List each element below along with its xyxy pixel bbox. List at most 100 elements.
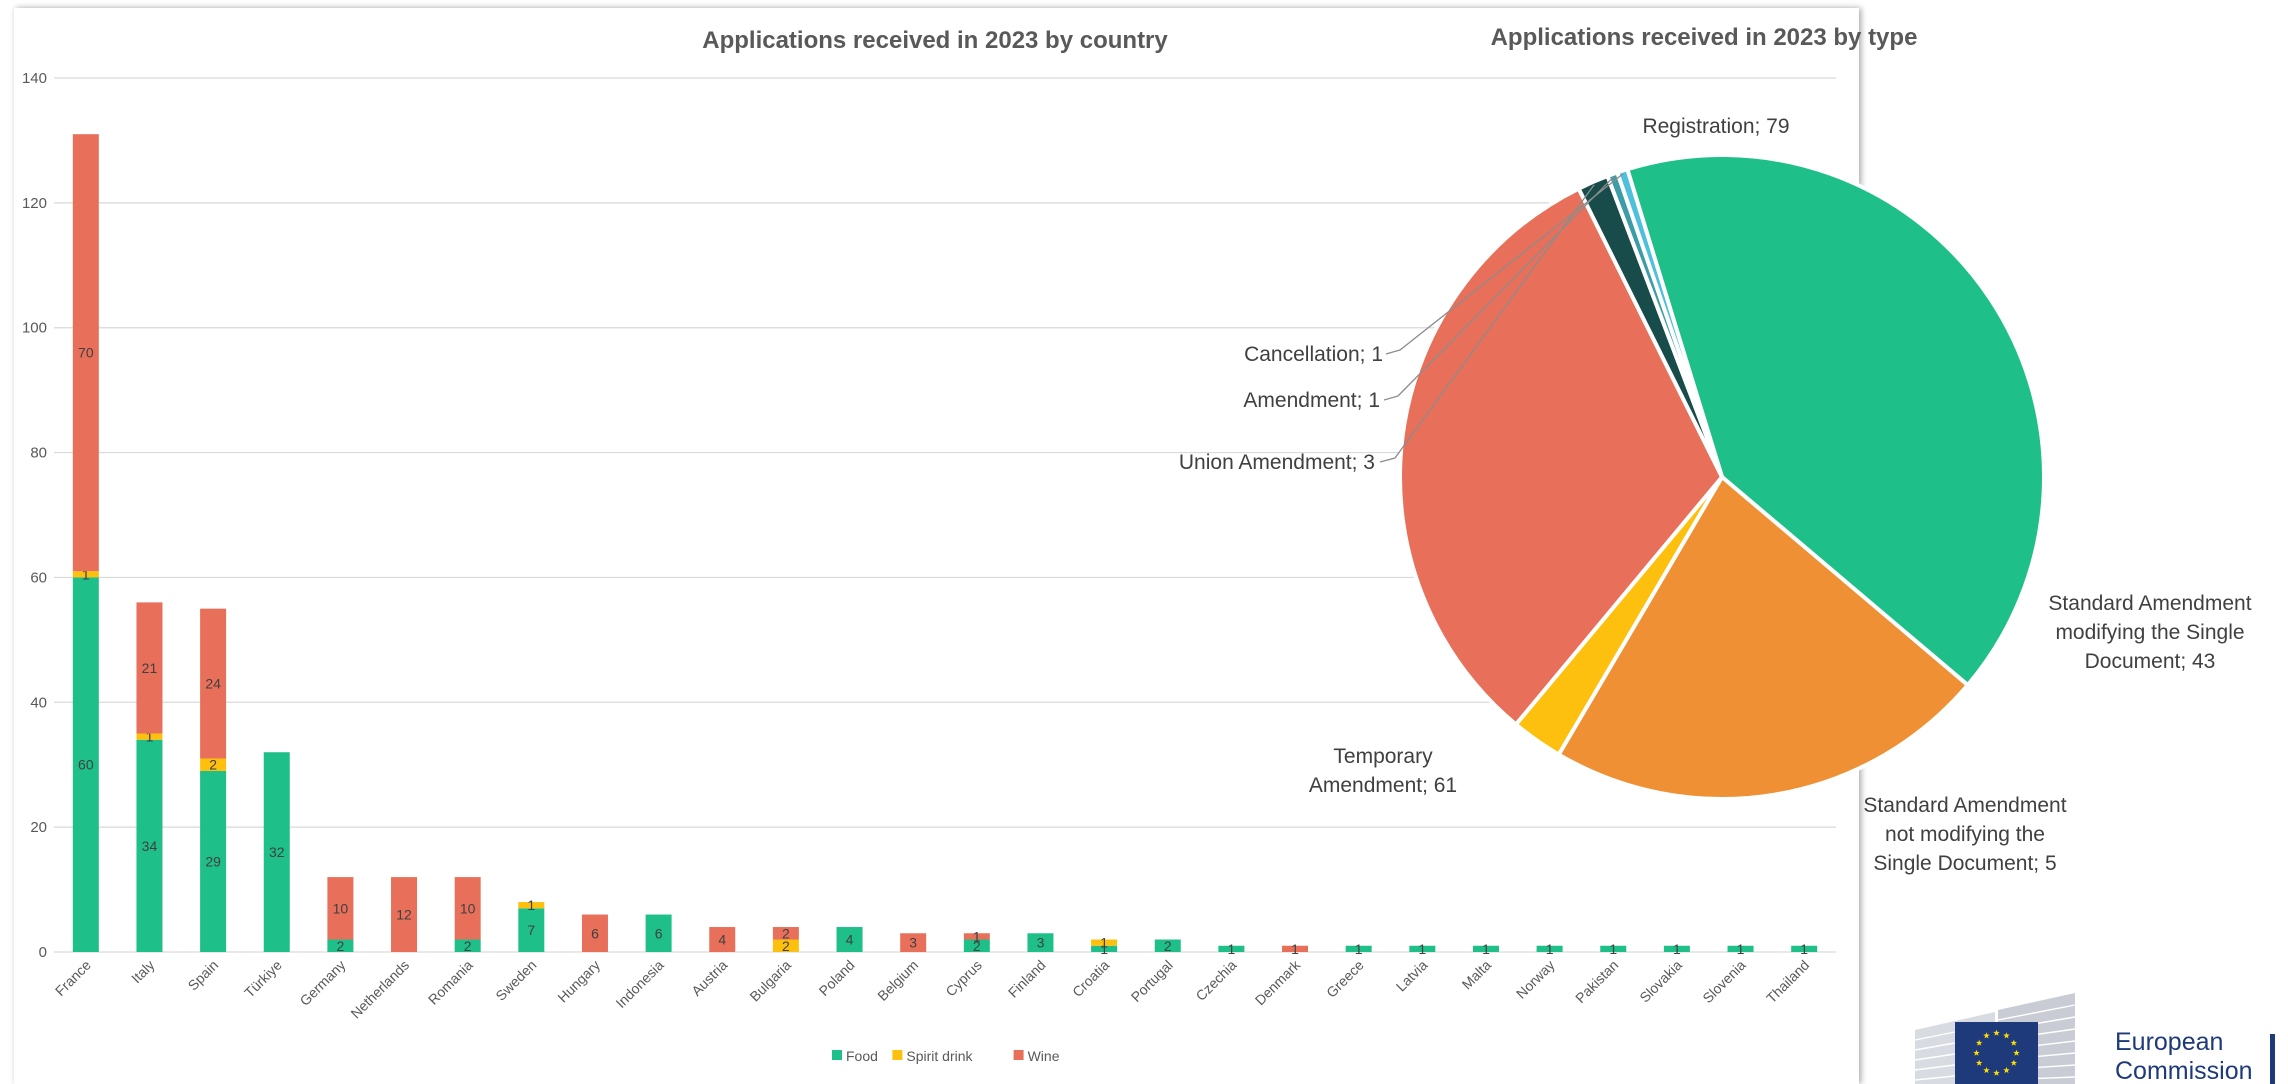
- data-label: 29: [205, 853, 221, 869]
- bar-segment: [1027, 933, 1054, 952]
- data-label: 6: [591, 925, 599, 941]
- star-icon: [1975, 1059, 1983, 1066]
- bar-segment: [581, 914, 608, 952]
- data-label: 1: [82, 566, 90, 582]
- data-label: 1: [1100, 941, 1108, 957]
- bar-segment: [1536, 945, 1563, 952]
- bar-segment: [136, 733, 163, 740]
- data-label: 2: [973, 938, 981, 954]
- bar-chart-title: Applications received in 2023 by country: [702, 27, 1168, 54]
- pie-chart-title: Applications received in 2023 by type: [1491, 24, 1918, 51]
- bar-segment: [1091, 945, 1118, 952]
- bar-segment: [72, 134, 99, 572]
- data-label: 1: [1100, 935, 1108, 951]
- data-label: 1: [1800, 941, 1808, 957]
- bar-segment: [200, 770, 227, 952]
- bar-segment: [1727, 945, 1754, 952]
- star-icon: [1973, 1049, 1980, 1056]
- bar-segment: [1791, 945, 1818, 952]
- pie-slice-label: not modifying the: [1885, 823, 2045, 846]
- y-tick-label: 100: [22, 320, 47, 337]
- pie-slice-label: Cancellation; 1: [1244, 343, 1383, 366]
- data-label: 70: [78, 345, 94, 361]
- bar-segment: [772, 927, 799, 940]
- data-label: 1: [1673, 941, 1681, 957]
- star-icon: [2010, 1039, 2018, 1046]
- legend-label: Food: [846, 1048, 878, 1064]
- y-tick-label: 60: [30, 569, 47, 586]
- data-label: 7: [527, 922, 535, 938]
- data-label: 1: [146, 729, 154, 745]
- bar-segment: [963, 939, 990, 952]
- data-label: 21: [142, 660, 158, 676]
- bar-segment: [645, 914, 672, 952]
- data-label: 1: [1227, 941, 1235, 957]
- y-tick-label: 40: [30, 694, 47, 711]
- data-label: 3: [909, 935, 917, 951]
- bar-segment: [1663, 945, 1690, 952]
- data-label: 2: [209, 757, 217, 773]
- bar-segment: [263, 752, 290, 952]
- bar-segment: [454, 877, 481, 940]
- logo-text-line2: Commission: [2115, 1057, 2253, 1084]
- y-tick-label: 20: [30, 819, 47, 836]
- data-label: 2: [782, 938, 790, 954]
- bar-segment: [709, 927, 736, 952]
- pie-slice-label: Amendment; 1: [1243, 389, 1380, 412]
- star-icon: [1993, 1069, 2000, 1076]
- bar-segment: [391, 877, 418, 952]
- pie-slice-label: Temporary: [1333, 745, 1433, 768]
- data-label: 1: [973, 928, 981, 944]
- data-label: 6: [655, 925, 663, 941]
- star-icon: [1983, 1032, 1990, 1039]
- star-icon: [1983, 1066, 1990, 1074]
- data-label: 2: [336, 938, 344, 954]
- pie-slice-label: Amendment; 61: [1309, 774, 1457, 797]
- bar-segment: [200, 758, 227, 771]
- y-tick-label: 0: [39, 944, 47, 961]
- european-commission-logo: European Commission: [1914, 993, 2275, 1084]
- logo-text-line1: European: [2115, 1028, 2223, 1056]
- data-label: 24: [205, 676, 221, 692]
- data-label: 12: [396, 907, 412, 923]
- data-label: 4: [846, 932, 854, 948]
- data-label: 1: [1355, 941, 1363, 957]
- pie-slice-label: Registration; 79: [1642, 115, 1789, 138]
- pie-slice-label: Document; 43: [2085, 650, 2216, 673]
- data-label: 2: [1164, 938, 1172, 954]
- bar-segment: [200, 608, 227, 759]
- bar-segment: [136, 739, 163, 952]
- star-icon: [2013, 1049, 2020, 1056]
- pie-slice: [1615, 167, 1724, 479]
- bar-segment: [72, 571, 99, 578]
- leader-line: [1385, 173, 1624, 355]
- data-label: 3: [1037, 935, 1045, 951]
- data-label: 2: [782, 925, 790, 941]
- data-label: 1: [527, 897, 535, 913]
- data-label: 1: [1482, 941, 1490, 957]
- data-label: 10: [333, 900, 349, 916]
- bar-segment: [136, 602, 163, 734]
- bar-segment: [72, 577, 99, 952]
- legend-swatch: [832, 1050, 842, 1060]
- data-label: 1: [1737, 941, 1745, 957]
- data-label: 32: [269, 844, 285, 860]
- bar-segment: [454, 939, 481, 952]
- star-icon: [2003, 1032, 2010, 1039]
- data-label: 1: [1291, 941, 1299, 957]
- bar-segment: [518, 908, 545, 952]
- bar-segment: [1218, 945, 1245, 952]
- y-tick-label: 140: [22, 70, 47, 87]
- bar-segment: [772, 939, 799, 952]
- bar-chart: Applications received in 2023 by country…: [22, 27, 1836, 1064]
- bar-segment: [836, 927, 863, 952]
- bar-segment: [1409, 945, 1436, 952]
- data-label: 2: [464, 938, 472, 954]
- logo-divider: [2270, 1034, 2275, 1084]
- bar-segment: [1345, 945, 1372, 952]
- data-label: 4: [718, 932, 726, 948]
- pie-slice: [1556, 475, 1970, 801]
- pie-slice: [1397, 186, 1724, 727]
- bar-segment: [1091, 939, 1118, 946]
